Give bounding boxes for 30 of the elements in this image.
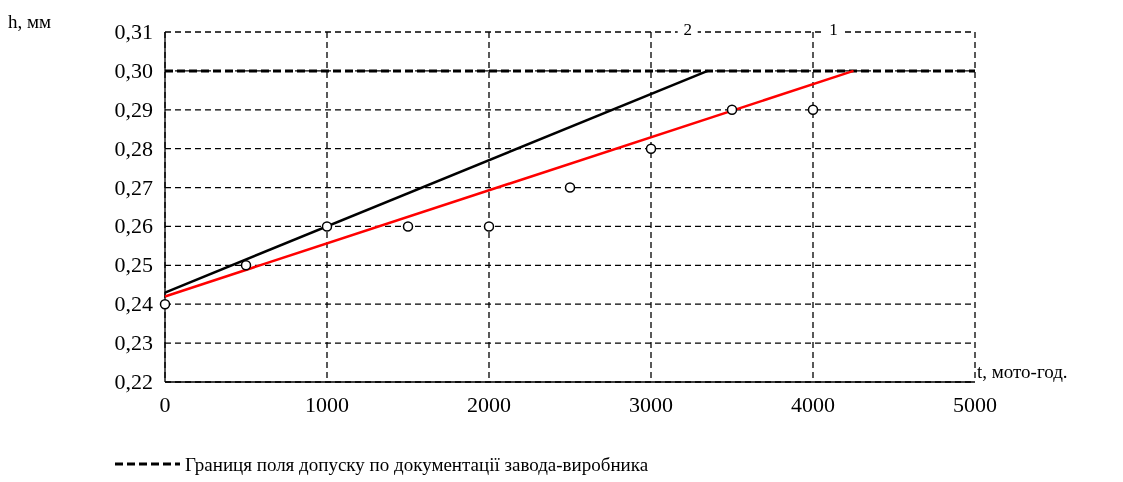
y-tick-label: 0,25 [114, 252, 153, 278]
x-axis-title: t, мото-год. [977, 361, 1068, 382]
y-tick-label: 0,23 [114, 330, 153, 356]
point [807, 104, 819, 116]
point [726, 104, 738, 116]
y-tick-label: 0,26 [114, 213, 153, 239]
x-tick-label: 4000 [791, 392, 835, 417]
y-tick-label: 0,29 [114, 96, 153, 122]
x-tick-label: 1000 [305, 392, 349, 417]
y-tick-label: 0,30 [114, 57, 153, 83]
y-axis-title: h, мм [8, 11, 52, 32]
x-tick-label: 0 [159, 392, 171, 417]
y-tick-label: 0,31 [114, 19, 153, 44]
point [240, 260, 252, 271]
y-tick-label: 0,28 [114, 135, 153, 161]
point [483, 221, 495, 232]
y-tick-label: 0,24 [114, 291, 153, 317]
x-tick-label: 2000 [467, 392, 511, 417]
point [159, 298, 171, 310]
text: 2 [683, 20, 692, 39]
point [402, 221, 414, 232]
x-tick-label: 5000 [953, 392, 997, 417]
point [564, 182, 576, 193]
legend-label: Границя поля допуску по документації завода-виробника [185, 454, 649, 475]
y-tick-label: 0,22 [114, 369, 153, 394]
text: 1 [829, 20, 838, 39]
point [645, 143, 657, 154]
point [321, 221, 333, 232]
x-tick-label: 3000 [629, 392, 673, 417]
y-tick-label: 0,27 [114, 174, 153, 200]
